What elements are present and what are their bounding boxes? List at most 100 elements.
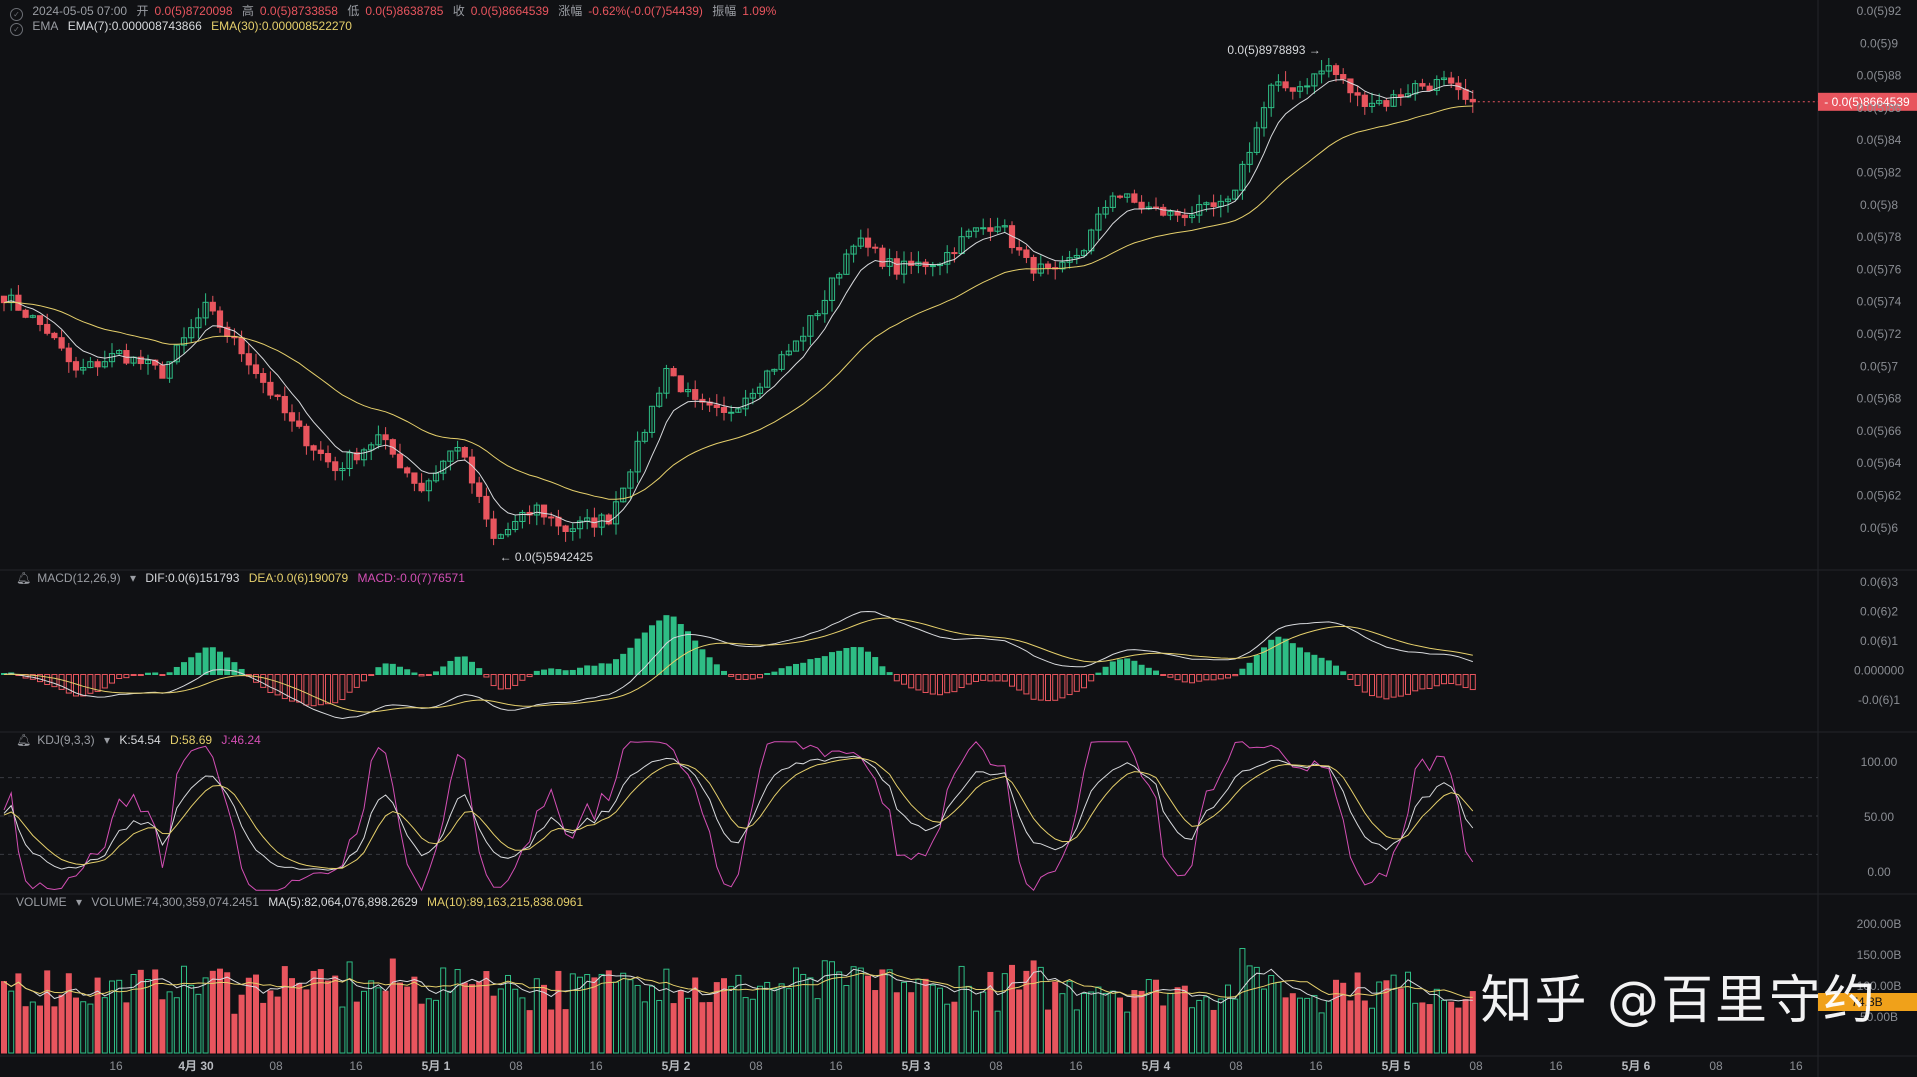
volume-bar bbox=[1282, 997, 1289, 1054]
volume-header: VOLUME ▾ VOLUME:74,300,359,074.2451 MA(5… bbox=[16, 895, 589, 909]
candle-body bbox=[425, 480, 432, 492]
volume-bar bbox=[692, 977, 699, 1054]
volume-bar bbox=[1253, 966, 1260, 1054]
candle-body bbox=[454, 447, 461, 452]
volume-bar bbox=[1433, 988, 1440, 1054]
eye-icon[interactable]: ✓ bbox=[10, 8, 23, 21]
volume-bar bbox=[137, 969, 144, 1054]
candle-body bbox=[1376, 100, 1383, 104]
bell-icon[interactable]: 🔔︎ bbox=[16, 571, 32, 585]
watermark: 知乎 @百里守约 bbox=[1480, 971, 1877, 1031]
time-tick-label: 5月 6 bbox=[1622, 1059, 1651, 1073]
macd-bar bbox=[1405, 674, 1411, 695]
candle-body bbox=[634, 440, 641, 473]
macd-bar bbox=[361, 674, 367, 682]
candle-body bbox=[1001, 225, 1008, 228]
macd-bar bbox=[692, 640, 699, 675]
macd-bar bbox=[879, 666, 886, 676]
candle-body bbox=[353, 452, 360, 461]
macd-label[interactable]: MACD(12,26,9) bbox=[37, 571, 121, 585]
eye-icon[interactable]: ✓ bbox=[10, 23, 23, 36]
volume-tick-label: 200.00B bbox=[1857, 917, 1902, 931]
volume-bar bbox=[1239, 948, 1246, 1054]
volume-bar bbox=[1196, 999, 1203, 1054]
candle-body bbox=[202, 301, 209, 319]
candle-body bbox=[1397, 94, 1404, 98]
candle-body bbox=[411, 472, 418, 484]
volume-bar bbox=[80, 1001, 87, 1054]
macd-bar bbox=[116, 674, 123, 680]
macd-bar bbox=[814, 657, 821, 676]
macd-bar bbox=[1361, 674, 1368, 693]
volume-bar bbox=[454, 969, 461, 1054]
candle-body bbox=[670, 368, 677, 377]
ohlc-header: ✓ 2024-05-05 07:00 开 0.0(5)8720098 高 0.0(5… bbox=[10, 2, 782, 21]
candle-body bbox=[483, 495, 490, 520]
chevron-down-icon[interactable]: ▾ bbox=[76, 895, 83, 909]
macd-bar bbox=[483, 674, 490, 678]
macd-bar bbox=[1102, 666, 1109, 675]
bell-icon[interactable]: 🔔︎ bbox=[16, 733, 32, 747]
candle-body bbox=[605, 514, 612, 525]
macd-bar bbox=[605, 663, 612, 675]
kdj-label[interactable]: KDJ(9,3,3) bbox=[37, 733, 95, 747]
open-label: 开 bbox=[136, 4, 149, 18]
candle-body bbox=[951, 252, 958, 255]
macd-bar bbox=[670, 616, 677, 676]
candle-body bbox=[296, 420, 303, 427]
candle-body bbox=[778, 354, 785, 370]
volume-bar bbox=[1376, 981, 1383, 1054]
volume-bar bbox=[281, 966, 288, 1054]
volume-bar bbox=[87, 1003, 94, 1054]
macd-bar bbox=[577, 667, 583, 676]
macd-bar bbox=[1009, 674, 1015, 687]
kdj-k-line bbox=[3, 755, 1474, 871]
candle-body bbox=[1023, 249, 1030, 258]
macd-bar bbox=[1462, 674, 1469, 689]
volume-bar bbox=[238, 994, 245, 1054]
candle-body bbox=[1325, 65, 1332, 72]
time-tick-label: 16 bbox=[829, 1059, 843, 1073]
macd-bar bbox=[1088, 674, 1095, 682]
volume-bar bbox=[1289, 993, 1296, 1054]
macd-bar bbox=[65, 674, 72, 694]
candle-body bbox=[1181, 214, 1188, 219]
volume-bar bbox=[433, 999, 439, 1054]
macd-bar bbox=[843, 648, 850, 675]
macd-bar bbox=[533, 670, 540, 675]
macd-bar bbox=[1037, 674, 1044, 701]
candle-body bbox=[1030, 256, 1037, 274]
volume-label[interactable]: VOLUME bbox=[16, 895, 67, 909]
candle-body bbox=[836, 273, 843, 279]
kdj-j: J:46.24 bbox=[221, 733, 261, 747]
chevron-down-icon[interactable]: ▾ bbox=[129, 571, 136, 585]
macd-bar bbox=[51, 674, 58, 688]
macd-bar bbox=[627, 647, 634, 675]
current-price-label: - 0.0(5)8664539 bbox=[1824, 95, 1910, 109]
chevron-down-icon[interactable]: ▾ bbox=[103, 733, 110, 747]
volume-bar bbox=[1275, 981, 1282, 1054]
macd-header: 🔔︎ MACD(12,26,9) ▾ DIF:0.0(6)151793 DEA:0… bbox=[16, 571, 471, 585]
candle-body bbox=[713, 404, 720, 409]
macd-bar bbox=[109, 674, 115, 684]
volume-bar bbox=[1462, 999, 1469, 1054]
candle-body bbox=[209, 301, 216, 312]
time-tick-label: 4月 30 bbox=[178, 1059, 214, 1073]
macd-bar bbox=[872, 657, 879, 675]
price-tick-label: 0.0(5)68 bbox=[1857, 392, 1902, 406]
price-tick-label: 0.0(5)78 bbox=[1857, 230, 1902, 244]
price-tick-label: 0.0(5)92 bbox=[1857, 4, 1902, 18]
macd-bar bbox=[1095, 672, 1102, 675]
open-value: 0.0(5)8720098 bbox=[154, 4, 233, 18]
candle-body bbox=[1462, 89, 1469, 100]
macd-bar bbox=[1289, 643, 1296, 676]
volume-bar bbox=[123, 1002, 130, 1054]
candle-body bbox=[252, 364, 260, 375]
macd-tick-label: -0.0(6)1 bbox=[1858, 693, 1900, 707]
candle-body bbox=[332, 461, 339, 472]
volume-bar bbox=[1448, 1001, 1455, 1054]
ema-label[interactable]: EMA bbox=[32, 19, 59, 33]
volume-bar bbox=[173, 997, 180, 1054]
low-marker: ← 0.0(5)5942425 bbox=[500, 550, 594, 564]
